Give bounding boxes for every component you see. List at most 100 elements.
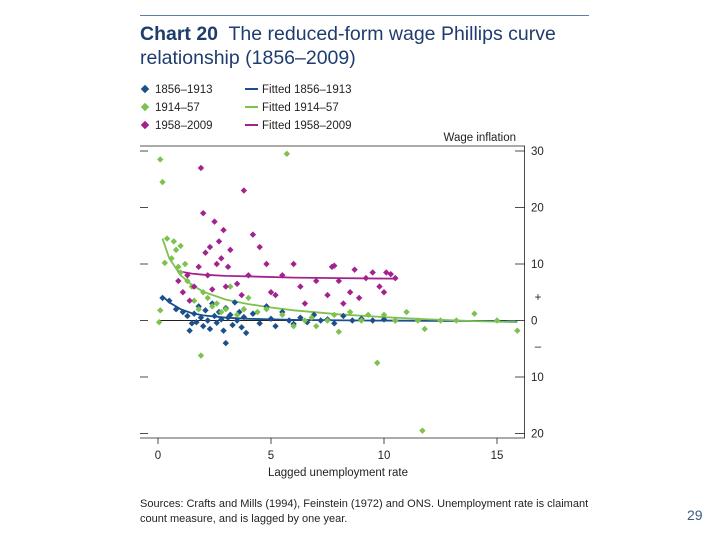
scatter-point xyxy=(161,259,168,267)
scatter-point xyxy=(238,291,245,299)
scatter-point xyxy=(231,299,239,306)
scatter-point xyxy=(324,317,331,324)
scatter-point xyxy=(514,327,521,334)
axis-ticks: 30 20 10 0 10 20 0 5 10 15 xyxy=(140,146,544,462)
scatter-point xyxy=(202,249,209,256)
sources-line-2: count measure, and is lagged by one year… xyxy=(140,513,348,525)
scatter-point xyxy=(419,427,426,434)
scatter-point xyxy=(279,272,286,279)
top-rule xyxy=(140,15,589,16)
scatter-point xyxy=(197,352,205,359)
scatter-point xyxy=(197,314,205,321)
scatter-point xyxy=(222,306,229,313)
y-tick-label: 30 xyxy=(531,146,544,158)
scatter-point xyxy=(297,314,304,321)
scatter-point xyxy=(159,294,166,302)
scatter-point xyxy=(355,294,363,302)
scatter-point xyxy=(324,291,331,299)
scatter-point xyxy=(301,317,309,324)
scatter-point xyxy=(157,156,164,163)
scatter-point xyxy=(263,306,270,313)
scatter-point xyxy=(155,318,163,326)
scatter-point xyxy=(157,307,164,314)
scatter-point xyxy=(227,311,234,319)
scatter-point xyxy=(362,274,370,282)
scatter-point xyxy=(206,243,214,251)
scatter-point xyxy=(190,310,198,317)
legend-marker-1914-57: 1914–57 xyxy=(140,102,200,114)
scatter-point xyxy=(184,312,191,320)
scatter-point xyxy=(181,260,189,268)
scatter-point xyxy=(159,178,166,186)
scatter-point xyxy=(177,242,184,250)
scatter-point xyxy=(190,283,198,290)
chart-number: Chart 20 xyxy=(140,23,219,45)
scatter-point xyxy=(285,317,293,324)
scatter-point xyxy=(245,294,252,302)
scatter-point xyxy=(493,317,501,324)
x-tick-label: 0 xyxy=(155,450,161,462)
scatter-point xyxy=(290,260,297,268)
fitted-line xyxy=(178,270,398,280)
legend-marker-label: 1958–2009 xyxy=(155,120,213,132)
scatter-point xyxy=(376,283,383,290)
title-line-2: relationship (1856–2009) xyxy=(140,47,356,69)
scatter-point xyxy=(240,306,248,313)
scatter-point xyxy=(211,218,218,225)
legend-marker-1958-2009: 1958–2009 xyxy=(140,120,213,132)
legend-line-label: Fitted 1958–2009 xyxy=(262,120,352,132)
legend-line-1958-2009: Fitted 1958–2009 xyxy=(245,120,352,132)
y-tick-label: 10 xyxy=(531,259,544,271)
scatter-point xyxy=(364,311,372,319)
legend-line-1914-57: Fitted 1914–57 xyxy=(245,102,339,114)
scatter-point xyxy=(313,277,320,285)
scatter-point xyxy=(220,226,227,234)
scatter-point xyxy=(213,319,220,326)
x-axis-title: Lagged unemployment rate xyxy=(268,467,408,479)
scatter-point xyxy=(256,243,263,251)
scatter-point xyxy=(421,325,428,333)
scatter-point xyxy=(387,270,394,278)
scatter-point xyxy=(211,312,218,320)
scatter-point xyxy=(168,255,175,262)
scatter-point xyxy=(331,311,338,319)
scatter-point xyxy=(346,308,354,316)
title-line-1: The reduced-form wage Phillips curve xyxy=(228,23,556,45)
line-swatch-icon xyxy=(245,123,258,126)
x-tick-label: 5 xyxy=(268,450,274,462)
scatter-point xyxy=(172,246,180,254)
scatter-point xyxy=(392,274,399,282)
scatter-point xyxy=(453,317,460,324)
scatter-point xyxy=(218,308,225,316)
scatter-point xyxy=(172,306,180,313)
scatter-point xyxy=(233,311,241,319)
scatter-point xyxy=(188,320,196,327)
scatter-point xyxy=(351,266,358,273)
scatter-point xyxy=(301,300,309,307)
scatter-point xyxy=(279,311,286,319)
x-tick-label: 15 xyxy=(491,450,504,462)
scatter-point xyxy=(349,317,356,324)
scatter-point xyxy=(249,231,257,238)
scatter-point xyxy=(190,297,198,304)
legend-marker-1856-1913: 1856–1913 xyxy=(140,84,213,96)
scatter-point xyxy=(263,260,270,268)
legend-marker-label: 1914–57 xyxy=(155,102,200,114)
scatter-point xyxy=(369,269,376,276)
line-swatch-icon xyxy=(245,87,258,90)
scatter-point xyxy=(242,329,250,337)
legend-marker-label: 1856–1913 xyxy=(155,84,213,96)
scatter-point xyxy=(206,325,214,333)
line-swatch-icon xyxy=(245,105,258,108)
scatter-point xyxy=(170,238,178,245)
scatter-point xyxy=(256,320,263,327)
scatter-point xyxy=(204,294,211,302)
scatter-point xyxy=(331,262,338,269)
scatter-point xyxy=(202,307,209,314)
scatter-point xyxy=(283,150,291,158)
scatter-point xyxy=(209,303,216,310)
scatter-point xyxy=(186,297,193,304)
scatter-point xyxy=(335,328,342,335)
scatter-point xyxy=(233,317,241,324)
y-tick-label: 0 xyxy=(531,316,537,328)
